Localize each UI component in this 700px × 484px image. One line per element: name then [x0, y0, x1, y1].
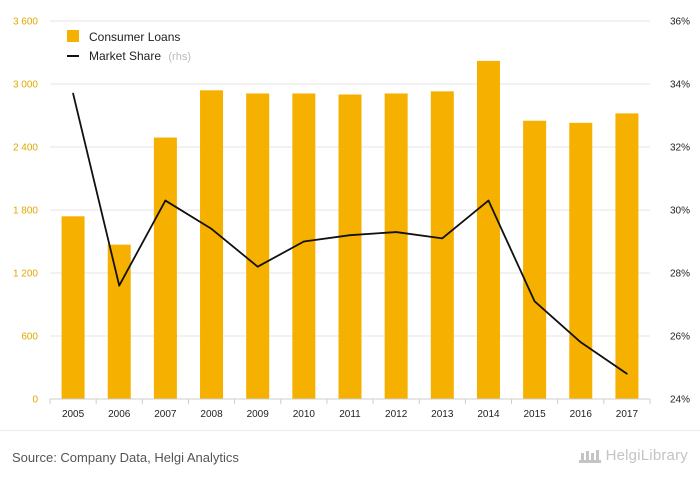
legend: Consumer Loans Market Share (rhs) — [67, 30, 191, 63]
right-axis-tick-label: 34% — [670, 80, 690, 91]
bar-consumer-loans — [292, 93, 316, 399]
left-axis-tick-label: 1 200 — [13, 269, 38, 280]
right-axis-tick-label: 32% — [670, 143, 690, 154]
legend-label-market-share: Market Share (rhs) — [89, 49, 191, 63]
point-market-share — [441, 237, 444, 240]
bar-consumer-loans — [615, 113, 639, 400]
x-axis-tick-label: 2012 — [385, 409, 408, 420]
x-axis-tick-label: 2015 — [523, 409, 546, 420]
brand: HelgiLibrary — [578, 447, 688, 464]
legend-label-market-share-name: Market Share — [89, 49, 161, 63]
bar-consumer-loans — [430, 91, 454, 399]
bar-layer — [61, 60, 639, 400]
bar-consumer-loans — [384, 93, 408, 399]
bar-consumer-loans — [61, 216, 85, 399]
point-market-share — [210, 228, 213, 230]
bar-consumer-loans — [569, 122, 593, 399]
right-axis-tick-label: 26% — [670, 332, 690, 343]
right-axis-tick-label: 24% — [670, 395, 690, 406]
bar-consumer-loans — [523, 120, 547, 399]
x-axis-tick-label: 2016 — [570, 409, 593, 420]
legend-label-market-share-suffix: (rhs) — [168, 51, 191, 63]
x-axis-tick-label: 2010 — [293, 409, 316, 420]
x-axis-tick-label: 2017 — [616, 409, 639, 420]
x-axis-tick-label: 2008 — [200, 409, 223, 420]
bar-consumer-loans — [107, 244, 131, 399]
library-building-icon — [578, 448, 602, 464]
left-axis-tick-label: 2 400 — [13, 143, 38, 154]
point-market-share — [118, 284, 121, 287]
bar-consumer-loans — [338, 94, 362, 399]
left-axis-tick-label: 1 800 — [13, 206, 38, 217]
point-market-share — [164, 199, 167, 202]
point-market-share — [533, 300, 536, 303]
bar-consumer-loans — [246, 93, 270, 399]
line-layer — [72, 92, 628, 375]
left-axis-tick-label: 600 — [21, 332, 38, 343]
point-market-share — [72, 92, 74, 95]
left-axis-tick-label: 0 — [32, 395, 38, 406]
bar-consumer-loans — [200, 90, 224, 400]
legend-swatch-consumer-loans — [67, 30, 79, 42]
brand-name: HelgiLibrary — [605, 447, 688, 464]
point-market-share — [303, 240, 305, 243]
x-axis-tick-label: 2013 — [431, 409, 454, 420]
point-market-share — [579, 341, 582, 344]
footer: Source: Company Data, Helgi Analytics He… — [0, 430, 700, 484]
point-market-share — [487, 199, 490, 202]
x-axis-tick-label: 2006 — [108, 409, 131, 420]
combo-chart: 0 24% 600 26% 1 200 28% 1 800 30% 2 400 32% 3 000 3… — [13, 17, 690, 421]
axis-layer: 0 24% 600 26% 1 200 28% 1 800 30% 2 400 32% 3 000 3… — [13, 17, 690, 421]
bar-consumer-loans — [153, 137, 177, 400]
x-axis-tick-label: 2014 — [477, 409, 500, 420]
point-market-share — [626, 373, 628, 375]
x-axis-tick-label: 2011 — [339, 409, 361, 420]
right-axis-tick-label: 28% — [670, 269, 690, 280]
x-axis-tick-label: 2007 — [154, 409, 177, 420]
right-axis-tick-label: 30% — [670, 206, 690, 217]
x-axis-tick-label: 2005 — [62, 409, 85, 420]
left-axis-tick-label: 3 600 — [13, 17, 38, 28]
left-axis-tick-label: 3 000 — [13, 80, 38, 91]
right-axis-tick-label: 36% — [670, 17, 690, 28]
legend-label-consumer-loans: Consumer Loans — [89, 30, 180, 44]
source-note: Source: Company Data, Helgi Analytics — [12, 450, 239, 465]
x-axis-tick-label: 2009 — [247, 409, 270, 420]
point-market-share — [395, 231, 397, 233]
point-market-share — [349, 234, 351, 236]
bar-consumer-loans — [476, 60, 500, 400]
point-market-share — [256, 265, 259, 268]
